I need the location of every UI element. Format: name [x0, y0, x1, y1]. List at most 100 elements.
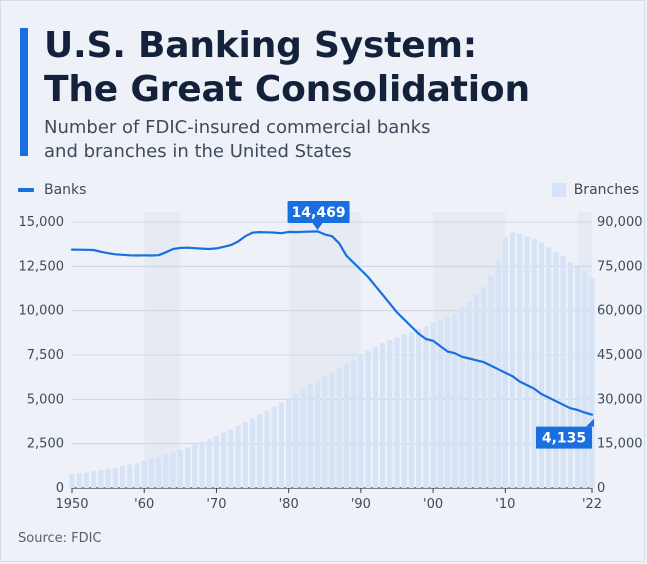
title-line-1: U.S. Banking System: [44, 25, 477, 66]
branches-bar [553, 251, 559, 488]
branches-bar [365, 350, 371, 488]
branches-bar [300, 388, 306, 488]
branches-bar [314, 380, 321, 488]
branches-bar [199, 441, 205, 488]
branches-bar [286, 398, 292, 488]
branches-bar [221, 432, 227, 488]
y-left-tick-label: 10,000 [19, 304, 65, 319]
y-right-tick-label: 75,000 [597, 259, 643, 274]
branches-bar [416, 328, 422, 488]
branches-bar [163, 454, 169, 488]
source-note: Source: FDIC [18, 531, 102, 546]
branches-bar [156, 456, 162, 488]
chart-title: U.S. Banking System: The Great Consolida… [44, 24, 530, 112]
x-tick-label: '90 [351, 497, 371, 512]
branches-bar [473, 294, 480, 488]
branches-bar [141, 461, 147, 488]
branches-bar [589, 278, 595, 488]
x-tick-label: '80 [279, 497, 299, 512]
branches-bar [423, 326, 429, 488]
branches-bar [509, 232, 516, 488]
annotation-box-1 [536, 426, 592, 449]
branches-bar [517, 233, 523, 488]
legend-branches: Branches [551, 182, 639, 198]
legend-branches-label: Branches [573, 182, 639, 198]
y-right-tick-label: 30,000 [597, 392, 643, 407]
branches-bar [177, 449, 183, 488]
branches-bar [307, 383, 313, 488]
branches-bar [112, 467, 118, 488]
branches-bar [343, 363, 350, 488]
branches-bar [76, 473, 82, 488]
shaded-band-0 [144, 212, 181, 488]
branches-bar [127, 464, 133, 488]
branches-bar [91, 471, 97, 488]
y-left-tick-label: 15,000 [19, 215, 65, 230]
branches-bar [83, 472, 90, 488]
branches-bar [192, 444, 198, 488]
x-tick-label: '60 [134, 497, 154, 512]
branches-bar [444, 317, 451, 488]
branches-bar [293, 393, 299, 488]
branches-bar [242, 422, 248, 488]
branches-bar [322, 376, 328, 488]
branches-bar [134, 462, 140, 488]
branches-bar [495, 260, 501, 488]
branches-bar [249, 418, 256, 488]
x-tick-label: '70 [206, 497, 226, 512]
branches-bar [105, 468, 111, 488]
y-left-tick-label: 12,500 [19, 259, 65, 274]
branches-bar [98, 469, 104, 488]
y-left-tick-label: 2,500 [27, 437, 64, 452]
branches-bar [502, 236, 508, 488]
branches-bar [459, 307, 465, 488]
branches-bar [148, 459, 155, 488]
title-line-2: The Great Consolidation [44, 69, 530, 110]
x-tick-label: '22 [582, 497, 602, 512]
legend-banks-label: Banks [44, 182, 87, 198]
branches-bar [466, 301, 472, 488]
branches-bar [228, 429, 234, 488]
title-accent-bar [20, 28, 28, 156]
branches-bar [257, 414, 263, 488]
branches-bar [481, 287, 487, 488]
annotation-pointer-1 [586, 418, 594, 427]
legend-banks-swatch [18, 188, 34, 192]
y-right-tick-label: 0 [597, 481, 605, 496]
branches-bar [452, 313, 458, 488]
branches-bar [582, 270, 588, 488]
branches-bar [235, 425, 241, 488]
branches-bar [546, 247, 552, 488]
y-right-tick-label: 15,000 [597, 437, 643, 452]
subtitle-line-1: Number of FDIC-insured commercial banks [44, 117, 431, 138]
branches-bar [408, 331, 415, 488]
branches-bar [524, 236, 530, 488]
branches-bar [213, 435, 220, 488]
branches-bar [560, 255, 566, 488]
x-tick-label: 1950 [55, 497, 88, 512]
chart-subtitle: Number of FDIC-insured commercial banks … [44, 116, 430, 164]
x-tick-label: '00 [423, 497, 443, 512]
branches-bar [531, 239, 537, 488]
y-left-tick-label: 5,000 [27, 392, 64, 407]
branches-bar [538, 242, 545, 488]
branches-bar [271, 406, 277, 488]
branches-bar [329, 372, 335, 488]
annotation-label-0: 14,469 [292, 205, 346, 221]
annotation-label-1: 4,135 [542, 431, 586, 447]
branches-bar [336, 368, 342, 488]
y-left-tick-label: 7,500 [27, 348, 64, 363]
branches-bar [574, 266, 581, 488]
branches-bar [119, 466, 126, 488]
annotation-pointer-0 [312, 223, 323, 230]
y-left-tick-label: 0 [56, 481, 64, 496]
chart-plot: 0 2,500 5,000 7,500 10,000 12,500 15,000 0 15,00… [19, 201, 643, 512]
branches-bar [278, 402, 285, 488]
branches-bar [394, 337, 400, 488]
x-tick-label: '10 [495, 497, 515, 512]
banks-line [70, 230, 594, 416]
branches-bar [351, 359, 357, 488]
y-right-tick-label: 45,000 [597, 348, 643, 363]
branches-bar [430, 322, 436, 488]
subtitle-line-2: and branches in the United States [44, 141, 352, 162]
